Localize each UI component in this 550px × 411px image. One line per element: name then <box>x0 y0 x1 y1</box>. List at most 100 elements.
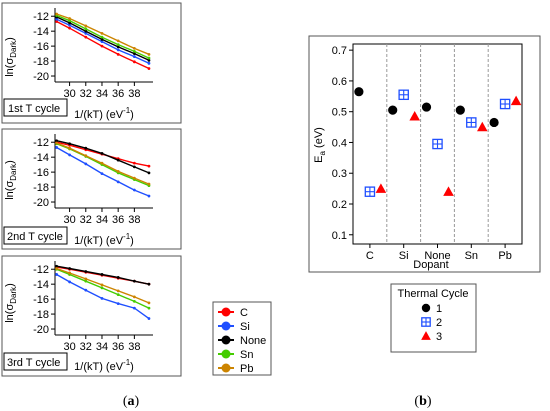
x-tick-label: 36 <box>112 88 124 100</box>
series-group <box>55 139 151 198</box>
legend-label: 2 <box>436 317 442 329</box>
data-point-si <box>132 55 136 58</box>
y-tick-label: -14 <box>33 26 49 38</box>
y-tick-label: -12 <box>33 264 49 276</box>
point-cycle-2 <box>499 98 511 110</box>
cycle-label-box <box>3 226 68 245</box>
data-point-c <box>116 52 120 56</box>
data-point-pb <box>132 46 136 50</box>
point-cycle-1 <box>388 105 398 115</box>
cycle-label-box <box>3 98 68 117</box>
legend-title: Thermal Cycle <box>398 288 469 300</box>
legend-marker <box>221 349 231 359</box>
panel-b: 0.1 0.2 0.3 0.4 0.5 0.6 0.7 C Si None Sn Pb Ea (eV… <box>308 35 541 409</box>
y-tick-label: -16 <box>33 294 49 306</box>
data-point-si <box>55 273 59 276</box>
y-tick-label: -14 <box>33 152 49 164</box>
data-point-none <box>132 52 136 55</box>
point-cycle-2 <box>398 89 409 101</box>
data-point-sn <box>100 35 104 39</box>
data-point-none <box>55 139 59 143</box>
data-point-si <box>68 280 71 284</box>
data-point-pb <box>147 301 151 305</box>
data-point-si <box>132 188 136 192</box>
legend-frame <box>390 283 477 353</box>
y-axis-title: ln(σDark) <box>4 160 18 200</box>
data-point-pb <box>132 295 136 299</box>
point-cycle-3 <box>375 183 387 193</box>
data-point-none <box>68 267 71 270</box>
legend-thermal-cycle: Thermal Cycle 1 2 3 <box>390 283 477 353</box>
y-tick-label: 0.6 <box>332 76 347 88</box>
y-tick-label: -20 <box>33 197 49 209</box>
y-axis-title: Ea (eV) <box>313 127 327 163</box>
data-point-pb <box>68 17 71 20</box>
legend-marker-cycle-2 <box>421 317 431 327</box>
x-ticks: 30 32 34 36 38 <box>55 81 153 100</box>
y-tick-label: -20 <box>33 71 49 83</box>
x-tick-label: 38 <box>128 88 140 100</box>
y-axis-title: ln(σDark) <box>4 283 18 323</box>
data-point-pb <box>55 141 59 145</box>
data-point-pb <box>100 161 104 165</box>
data-point-c <box>147 164 151 168</box>
data-point-none <box>100 152 104 155</box>
data-point-si <box>100 172 104 176</box>
line-chart-3rd-cycle: ln(σDark) -12 -14 -16 -18 -20 30 32 34 36 38 3rd… <box>1 255 182 377</box>
data-point-si <box>68 153 71 157</box>
data-point-sn <box>100 286 104 290</box>
data-point-si <box>84 32 88 35</box>
x-axis-title: 1/(kT) (eV-1) <box>74 106 134 121</box>
data-point-none <box>84 146 88 150</box>
cycle-label: 1st T cycle <box>8 103 60 115</box>
data-point-pb <box>68 146 71 150</box>
x-ticks: C Si None Sn Pb <box>366 244 512 262</box>
cycle-label-box <box>3 352 68 371</box>
data-point-none <box>55 264 59 268</box>
data-point-si <box>116 180 120 184</box>
data-point-si <box>55 17 59 21</box>
point-cycle-3 <box>443 186 454 196</box>
legend-marker <box>221 363 231 373</box>
x-tick-label: 32 <box>80 88 92 100</box>
panel-label-a: (a) <box>123 394 140 409</box>
cycle-label: 2nd T cycle <box>7 231 63 243</box>
line-chart-1st-cycle: ln(σDark) -12 -14 -16 -18 -20 30 32 34 36 38 1st… <box>1 2 182 124</box>
y-tick-label: 0.1 <box>332 230 347 242</box>
x-tick-label: None <box>424 250 450 262</box>
data-point-sn <box>132 49 136 53</box>
legend-label: C <box>240 307 248 319</box>
legend-label: Pb <box>240 363 253 375</box>
y-tick-label: -20 <box>33 324 49 336</box>
x-tick-label: 34 <box>96 341 108 353</box>
data-point-si <box>116 48 120 52</box>
x-tick-label: 38 <box>128 214 140 226</box>
series-group <box>55 12 151 70</box>
data-point-none <box>116 276 120 279</box>
y-tick-label: -14 <box>33 279 49 291</box>
data-point-pb <box>116 169 120 173</box>
x-tick-label: 30 <box>63 341 75 353</box>
x-tick-label: 38 <box>128 341 140 353</box>
data-point-si <box>100 40 104 44</box>
legend-marker <box>221 307 231 317</box>
y-tick-label: 0.3 <box>332 168 347 180</box>
y-ticks: 0.1 0.2 0.3 0.4 0.5 0.6 0.7 <box>332 45 353 242</box>
line-chart-2nd-cycle: ln(σDark) -12 -14 -16 -18 -20 30 32 34 36 38 2nd… <box>1 128 182 250</box>
data-point-pb <box>55 12 59 16</box>
data-point-si <box>100 296 104 300</box>
y-ticks: -12 -14 -16 -18 -20 <box>33 134 56 209</box>
data-point-c <box>84 35 88 39</box>
point-cycle-3 <box>477 121 488 132</box>
data-point-sn <box>84 27 88 31</box>
data-point-si <box>55 146 59 149</box>
data-point-sn <box>147 56 151 60</box>
legend-marker <box>221 335 231 345</box>
data-point-si <box>68 23 71 27</box>
x-tick-label: 34 <box>96 88 108 100</box>
data-point-none <box>147 282 151 286</box>
legend-label: 1 <box>436 303 442 315</box>
y-ticks: -12 -14 -16 -18 -20 <box>33 8 56 83</box>
data-point-none <box>68 21 71 25</box>
